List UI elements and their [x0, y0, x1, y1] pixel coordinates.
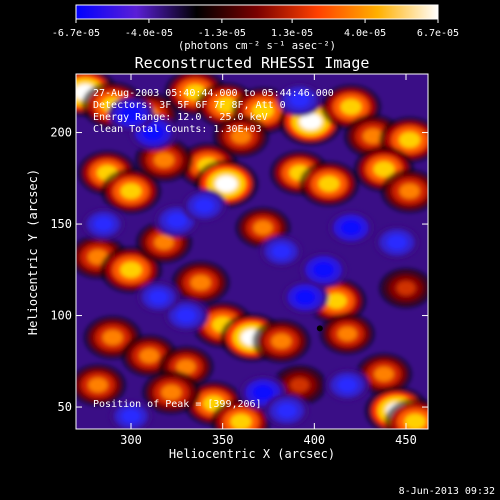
colorbar-frame: [75, 4, 439, 20]
annotation-energy-range: Energy Range: 12.0 - 25.0 keV: [93, 112, 268, 123]
heat-blob-positive: [196, 82, 257, 128]
heat-blob-positive: [76, 364, 126, 407]
heat-blob-positive: [136, 221, 192, 264]
colorbar-tick-label: 6.7e-05: [417, 28, 459, 39]
colorbar-unit-label: (photons cm⁻² s⁻¹ asec⁻²): [178, 40, 336, 52]
heat-blob-positive: [299, 161, 359, 207]
heat-blob-positive: [142, 370, 201, 415]
y-tick-label: 50: [58, 400, 72, 414]
heat-blob-positive: [171, 260, 230, 305]
heat-blob-negative: [325, 368, 370, 402]
x-tick-label: 400: [303, 433, 325, 447]
y-tick-label: 100: [50, 309, 72, 323]
plot-frame: [75, 73, 429, 430]
heat-blob-negative: [81, 207, 126, 241]
heat-blob-negative: [277, 82, 323, 117]
colorbar-tick-label: -6.7e-05: [52, 28, 100, 39]
heat-blob-positive: [252, 319, 311, 363]
heat-blob-negative: [136, 281, 181, 314]
colorbar-tick-label: 4.0e-05: [344, 28, 386, 39]
plot-area: [76, 74, 428, 429]
heat-blob-positive: [356, 353, 412, 396]
peak-position-label: Position of Peak = [399,206]: [93, 399, 262, 410]
heat-blob-positive: [272, 364, 327, 406]
y-tick-label: 150: [50, 217, 72, 231]
heatmap: [76, 74, 428, 429]
y-axis-label: Heliocentric Y (arcsec): [26, 169, 40, 335]
axes-ticks: 300 350 400 450 50 100 150 200: [50, 74, 428, 447]
source-marker: [316, 325, 323, 332]
heat-blob-positive: [101, 168, 161, 214]
heat-blob-negative: [281, 279, 329, 315]
x-tick-label: 300: [120, 433, 142, 447]
heat-blob-positive: [379, 267, 428, 309]
heat-blob-negative: [264, 393, 310, 428]
heat-blob-positive: [380, 169, 428, 213]
y-tick-label: 200: [50, 126, 72, 140]
heat-blob-negative: [259, 235, 303, 268]
colorbar-ticks: -6.7e-05 -4.0e-05 -1.3e-05 1.3e-05 4.0e-05 6.…: [52, 19, 459, 39]
heat-blob-negative: [374, 225, 420, 260]
footer-timestamp: 8-Jun-2013 09:32: [399, 486, 495, 497]
heat-blob-negative: [327, 210, 375, 246]
x-tick-label: 350: [212, 433, 234, 447]
heat-blob-negative: [181, 188, 227, 223]
colorbar: -6.7e-05 -4.0e-05 -1.3e-05 1.3e-05 4.0e-05 6.…: [52, 4, 459, 52]
heat-blob-positive: [213, 115, 269, 158]
x-tick-label: 450: [395, 433, 417, 447]
colorbar-tick-label: -4.0e-05: [125, 28, 173, 39]
x-axis-label: Heliocentric X (arcsec): [169, 447, 335, 461]
heat-blob-positive: [319, 313, 375, 355]
heat-blob-negative: [299, 251, 348, 288]
chart-title: Reconstructed RHESSI Image: [135, 54, 370, 72]
colorbar-fill: [76, 5, 438, 19]
annotation-time-range: 27-Aug-2003 05:40:44.000 to 05:44:46.000: [93, 88, 334, 99]
heat-blob-positive: [384, 398, 428, 429]
heat-blob-negative: [107, 96, 155, 132]
colorbar-tick-label: 1.3e-05: [271, 28, 313, 39]
annotation-detectors: Detectors: 3F 5F 6F 7F 8F, Att 0: [93, 100, 286, 111]
heat-blob-negative: [109, 399, 153, 429]
annotation-clean-counts: Clean Total Counts: 1.30E+03: [93, 124, 262, 135]
annotation-block: 27-Aug-2003 05:40:44.000 to 05:44:46.000…: [93, 88, 334, 135]
colorbar-tick-label: -1.3e-05: [198, 28, 246, 39]
